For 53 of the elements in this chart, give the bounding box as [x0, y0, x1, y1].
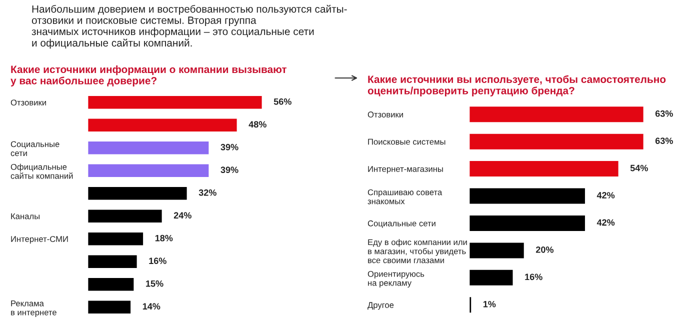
bar	[469, 214, 586, 232]
y-tick-label: Официальные сайты компаний	[10, 164, 73, 179]
data-label: 16%	[149, 258, 166, 264]
y-tick-label: Поисковые системы	[368, 138, 446, 145]
y-tick-label: Реклама в интернете	[11, 300, 56, 317]
bar	[88, 299, 132, 315]
bar	[88, 140, 210, 156]
bar	[88, 94, 262, 110]
bar	[469, 296, 472, 314]
y-tick-label: Другое	[368, 302, 394, 310]
data-label: 39%	[220, 144, 238, 150]
y-tick-label: Отзовики	[10, 100, 46, 106]
data-label: 56%	[274, 98, 292, 105]
bar	[469, 160, 620, 178]
chart-title: Какие источники информации о компании вызывают у вас наибольшее доверие?	[10, 65, 287, 86]
y-tick-label: Еду в офис компании или в магазин, чтобы увидеть все своими глазами	[368, 239, 467, 264]
chart-title: Какие источники вы используете, чтобы самостоятельно оценить/проверить репутацию бренда?	[368, 75, 666, 96]
y-tick-label: Спрашиваю совета знакомых	[368, 189, 442, 204]
bar	[88, 208, 164, 224]
y-tick-label: Интернет-магазины	[368, 166, 443, 174]
bar	[88, 231, 144, 247]
data-label: 63%	[655, 110, 673, 117]
bar	[88, 254, 138, 270]
y-tick-label: Отзовики	[368, 112, 403, 118]
bar	[469, 105, 644, 124]
y-tick-label: Социальные сети	[368, 220, 436, 228]
data-label: 48%	[248, 121, 266, 128]
data-label: 42%	[596, 192, 615, 198]
bar	[88, 186, 188, 202]
data-label: 18%	[155, 234, 173, 242]
y-tick-label: Ориентируюсь на рекламу	[368, 270, 424, 288]
bar	[88, 162, 210, 178]
y-tick-label: Интернет-СМИ	[11, 236, 68, 244]
text: Наибольшим доверием и востребованностью пользуются сайты- отзовики и поисковые системы. Вторая группа значимых источников информации – это социальные сети и официальные сайты компаний.	[32, 4, 347, 49]
data-label: 20%	[536, 246, 554, 253]
y-tick-label: Каналы	[11, 213, 40, 220]
data-label: 32%	[198, 189, 216, 196]
data-label: 16%	[525, 274, 542, 280]
bar	[469, 268, 514, 287]
data-label: 15%	[146, 280, 164, 287]
bar	[88, 117, 238, 133]
data-label: 24%	[174, 212, 192, 219]
data-label: 39%	[220, 166, 238, 174]
data-label: 54%	[630, 164, 648, 172]
bar	[469, 186, 586, 206]
data-label: 63%	[655, 138, 673, 144]
data-label: 1%	[483, 300, 496, 308]
bar	[469, 241, 526, 260]
data-label: 14%	[142, 303, 160, 310]
data-label: 42%	[596, 219, 615, 226]
bar	[469, 132, 644, 151]
bar	[88, 276, 136, 292]
y-tick-label: Социальные сети	[10, 141, 60, 156]
